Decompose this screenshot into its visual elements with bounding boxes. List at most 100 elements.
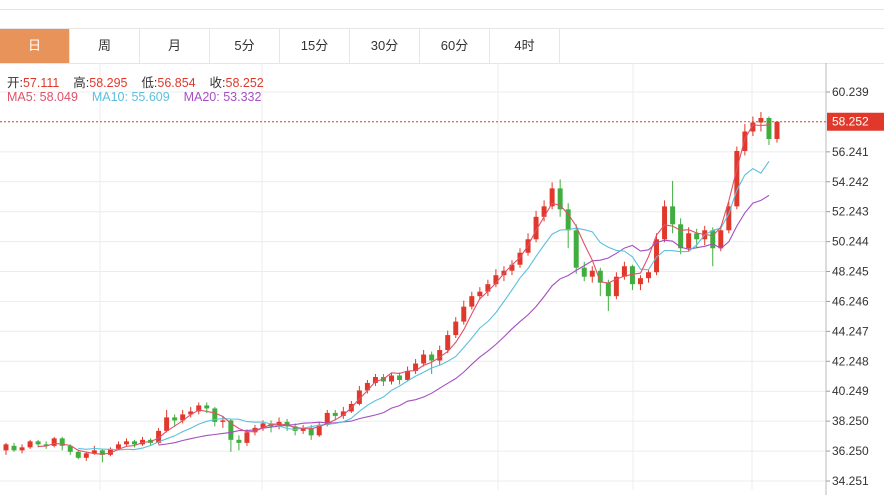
candle-body [573,230,579,268]
tab-5min[interactable]: 5分 [210,29,280,63]
top-bar [0,0,884,10]
tab-day[interactable]: 日 [0,29,70,63]
period-tabs: 日 周 月 5分 15分 30分 60分 4时 [0,28,884,64]
candle-body [99,450,105,455]
candle-body [196,405,202,412]
ma-info: MA5: 58.049 MA10: 55.609 MA20: 53.332 [7,90,261,104]
candle-body [533,216,539,240]
candle-body [27,441,33,448]
ma20-value: 53.332 [223,90,262,104]
candle-body [758,118,764,123]
ma10-value: 55.609 [131,90,170,104]
y-tick-label: 36.250 [832,444,869,458]
candle-body [372,376,378,383]
candle-body [83,453,89,458]
candle-body [244,432,250,443]
candle-body [220,420,226,422]
candle-body [597,270,603,283]
candle-body [364,382,370,391]
candle-body [123,441,129,445]
low-value: 56.854 [157,76,196,90]
candle-body [742,131,748,151]
y-tick-label: 48.245 [832,265,869,279]
tab-month[interactable]: 月 [140,29,210,63]
tab-week[interactable]: 周 [70,29,140,63]
y-tick-label: 44.247 [832,324,869,338]
candle-body [774,121,780,139]
y-tick-label: 42.248 [832,354,869,368]
candle-body [485,284,491,292]
candle-body [413,363,419,371]
candle-body [646,272,651,279]
ma10-label: MA10: [91,90,128,104]
y-tick-label: 34.251 [832,474,869,488]
tab-15min[interactable]: 15分 [280,29,350,63]
ohlc-info: 开:57.111 高:58.295 低:56.854 收:58.252 [7,72,264,91]
ma5-value: 58.049 [39,90,78,104]
candle-body [766,118,772,139]
candle-body [75,451,81,458]
candle-body [3,444,9,451]
candle-body [59,438,65,446]
candle-body [188,411,194,415]
candle-body [284,421,290,427]
ma5-label: MA5: [7,90,37,104]
candle-body [493,275,499,285]
candle-body [461,306,467,322]
tab-60min[interactable]: 60分 [420,29,490,63]
candle-body [686,233,692,249]
candle-body [228,420,234,440]
y-tick-label: 60.239 [832,85,869,99]
y-tick-label: 50.244 [832,235,869,249]
candle-body [445,335,451,351]
y-tick-label: 54.242 [832,175,869,189]
close-value: 58.252 [225,76,264,90]
tab-4hour[interactable]: 4时 [490,29,560,63]
candle-body [308,427,314,436]
close-label: 收: [209,76,226,90]
candle-body [300,427,306,431]
candle-body [734,150,740,207]
candle-body [324,412,330,425]
candle-body [670,206,676,225]
candle-body [397,375,403,380]
current-price-tag [827,112,884,131]
candle-body [212,408,218,422]
open-value: 57.111 [22,76,60,90]
candle-body [316,424,322,436]
candle-body [750,122,756,132]
high-value: 58.295 [89,76,128,90]
candle-body [549,188,555,207]
candle-body [662,206,668,240]
tab-30min[interactable]: 30分 [350,29,420,63]
candle-body [260,423,266,428]
candle-body [43,444,49,446]
candle-body [421,354,427,364]
candle-body [172,417,178,421]
candle-body [19,447,25,451]
candle-body [204,405,210,409]
open-label: 开: [7,76,23,90]
ma20-label: MA20: [183,90,220,104]
candle-body [340,411,346,416]
y-tick-label: 46.246 [832,294,869,308]
candle-body [477,291,483,297]
candle-body [710,230,716,249]
candle-body [356,390,362,404]
candle-body [726,206,732,231]
candle-body [654,239,660,273]
candle-body [35,441,41,445]
candle-body [11,445,17,451]
candle-body [132,441,137,445]
candle-body [67,445,73,452]
candle-body [613,276,619,297]
candle-body [51,438,57,446]
low-label: 低: [141,76,158,90]
candle-body [469,296,475,307]
candle-body [621,266,627,277]
candle-body [629,266,635,285]
y-tick-label: 52.243 [832,205,869,219]
ma5-line [38,124,770,455]
candle-body [180,414,186,421]
